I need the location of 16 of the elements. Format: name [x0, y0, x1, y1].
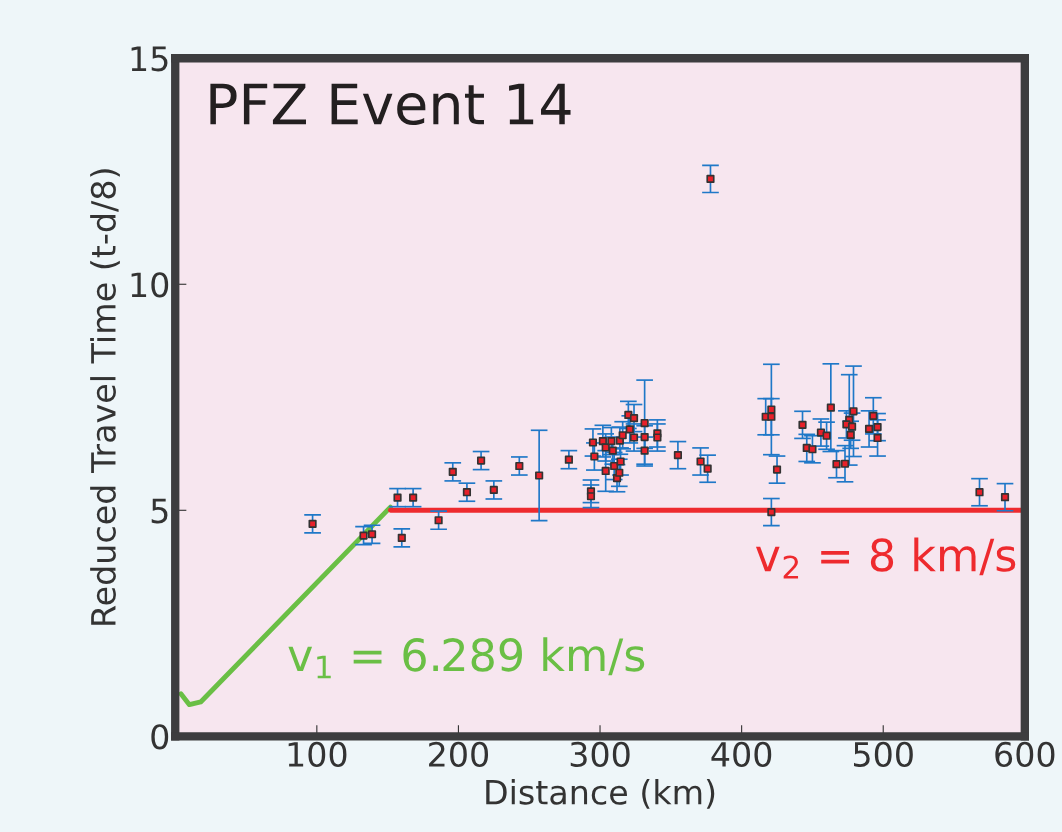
- series-label: v$_{2}$ = 8 km/s: [755, 537, 1016, 579]
- y-tick-label: 5: [151, 498, 168, 524]
- line-series: [178, 504, 393, 708]
- y-tick-label: 10: [131, 272, 169, 298]
- x-tick-label: 100: [288, 741, 347, 767]
- x-tick-label: 400: [711, 741, 772, 767]
- series-label: v$_{1}$ = 6.289 km/s: [288, 637, 645, 679]
- x-tick-label: 200: [429, 741, 489, 767]
- y-tick-label: 0: [151, 724, 169, 750]
- y-tick-label: 15: [131, 46, 168, 72]
- x-axis-title: Distance (km): [486, 779, 715, 809]
- x-tick-label: 600: [995, 741, 1055, 767]
- y-axis-title: Reduced Travel Time (t-d/8): [90, 169, 120, 625]
- chart-title: PFZ Event 14: [210, 83, 571, 125]
- x-tick-label: 500: [853, 741, 913, 767]
- x-tick-label: 300: [570, 741, 630, 767]
